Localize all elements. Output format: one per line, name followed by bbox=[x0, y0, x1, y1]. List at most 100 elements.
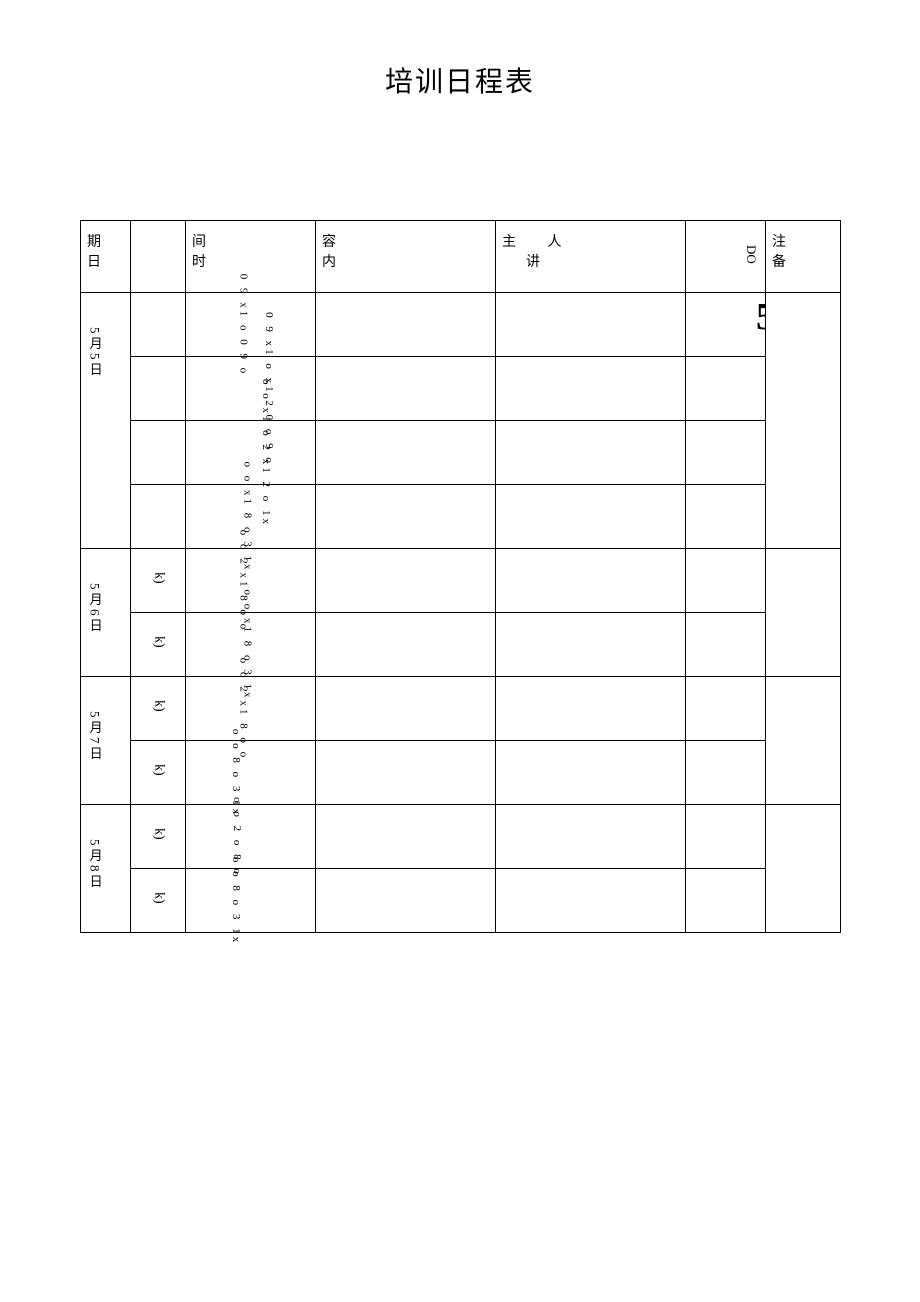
content-cell bbox=[316, 677, 496, 741]
header-note-l2: 备 bbox=[772, 251, 834, 271]
header-date-l1: 期 bbox=[87, 231, 124, 251]
session-text: k) bbox=[150, 636, 167, 648]
table-row: o o x1 o 2 x1 2 o 1x bbox=[81, 421, 841, 485]
time-cell: o o 8 o 3 1x bbox=[186, 869, 316, 933]
header-lecturer-l1: 主 人 bbox=[502, 231, 679, 251]
do-cell bbox=[686, 805, 766, 869]
date-text: 5 月 7 日 bbox=[87, 681, 103, 760]
do-cell bbox=[686, 677, 766, 741]
note-cell bbox=[766, 293, 841, 549]
table-row: 0 9 x1 o x1 2 0 o 9 o bbox=[81, 357, 841, 421]
lecturer-cell bbox=[496, 805, 686, 869]
do-cell bbox=[686, 357, 766, 421]
session-text: k) bbox=[150, 828, 167, 840]
header-do: DO bbox=[686, 221, 766, 293]
table-row: k) o o 8 o 3 1x bbox=[81, 869, 841, 933]
header-row: 期 日 间 时 容 内 主 人 讲 bbox=[81, 221, 841, 293]
table-row: 5 月 8 日k)o o 2 o 8 o bbox=[81, 805, 841, 869]
page-title: 培训日程表 bbox=[80, 60, 840, 100]
content-cell bbox=[316, 421, 496, 485]
date-cell: 5 月 8 日 bbox=[81, 805, 131, 933]
content-cell bbox=[316, 741, 496, 805]
header-session bbox=[131, 221, 186, 293]
date-text: 5 月 8 日 bbox=[87, 809, 103, 888]
session-cell: k) bbox=[131, 677, 186, 741]
table-row: 5 月 5 日0 9 x1 o 0 9 o5 bbox=[81, 293, 841, 357]
content-cell bbox=[316, 549, 496, 613]
time-cell: 0 9 x1 o 0 9 o bbox=[186, 293, 316, 357]
time-cell: o o 2 o 8 o bbox=[186, 805, 316, 869]
lecturer-cell bbox=[496, 357, 686, 421]
header-note-l1: 注 bbox=[772, 231, 834, 251]
do-cell bbox=[686, 549, 766, 613]
header-date: 期 日 bbox=[81, 221, 131, 293]
lecturer-cell bbox=[496, 869, 686, 933]
date-cell: 5 月 5 日 bbox=[81, 293, 131, 549]
table-body: 5 月 5 日 0 9 x1 o 0 9 o 5 0 9 x1 o x1 2 0 o … bbox=[81, 293, 841, 933]
header-do-text: DO bbox=[743, 245, 759, 264]
session-cell bbox=[131, 293, 186, 357]
lecturer-cell bbox=[496, 741, 686, 805]
session-text: k) bbox=[150, 892, 167, 904]
session-cell bbox=[131, 357, 186, 421]
content-cell bbox=[316, 293, 496, 357]
do-cell: 5 bbox=[686, 293, 766, 357]
content-cell bbox=[316, 357, 496, 421]
lecturer-cell bbox=[496, 677, 686, 741]
time-cell: o o 2 x1 8 o o bbox=[186, 677, 316, 741]
session-cell: k) bbox=[131, 869, 186, 933]
watermark-icon: 5 bbox=[756, 298, 766, 336]
header-content-l2: 内 bbox=[322, 251, 489, 271]
date-text: 5 月 5 日 bbox=[87, 297, 103, 376]
session-cell: k) bbox=[131, 549, 186, 613]
header-time-l2: 时 bbox=[192, 251, 309, 271]
session-cell bbox=[131, 421, 186, 485]
do-cell bbox=[686, 485, 766, 549]
do-cell bbox=[686, 869, 766, 933]
time-cell: o o 8 o 3 1x bbox=[186, 741, 316, 805]
table-row: k) o o 8 o 3 1x bbox=[81, 741, 841, 805]
session-cell: k) bbox=[131, 741, 186, 805]
do-cell bbox=[686, 741, 766, 805]
time-cell: o o x1 8 o 3 1x bbox=[186, 613, 316, 677]
table-row: k) o o x1 8 o 3 1x bbox=[81, 613, 841, 677]
content-cell bbox=[316, 485, 496, 549]
session-text: k) bbox=[150, 700, 167, 712]
lecturer-cell bbox=[496, 549, 686, 613]
header-content-l1: 容 bbox=[322, 231, 489, 251]
note-cell bbox=[766, 805, 841, 933]
date-text: 5 月 6 日 bbox=[87, 553, 103, 632]
content-cell bbox=[316, 613, 496, 677]
table-row: 5 月 6 日k)o o 2 x1 8 o o bbox=[81, 549, 841, 613]
session-cell: k) bbox=[131, 613, 186, 677]
note-cell bbox=[766, 549, 841, 677]
header-time: 间 时 bbox=[186, 221, 316, 293]
header-note: 注 备 bbox=[766, 221, 841, 293]
lecturer-cell bbox=[496, 613, 686, 677]
time-text: o o 8 o 3 1x bbox=[230, 857, 242, 945]
session-cell bbox=[131, 485, 186, 549]
header-lecturer-l2: 讲 bbox=[502, 251, 679, 271]
session-text: k) bbox=[150, 764, 167, 776]
header-time-l1: 间 bbox=[192, 231, 309, 251]
note-cell bbox=[766, 677, 841, 805]
content-cell bbox=[316, 805, 496, 869]
header-date-l2: 日 bbox=[87, 251, 124, 271]
header-lecturer: 主 人 讲 bbox=[496, 221, 686, 293]
date-cell: 5 月 6 日 bbox=[81, 549, 131, 677]
session-cell: k) bbox=[131, 805, 186, 869]
lecturer-cell bbox=[496, 293, 686, 357]
lecturer-cell bbox=[496, 421, 686, 485]
schedule-table: 期 日 间 时 容 内 主 人 讲 bbox=[80, 220, 841, 933]
table-row: o o x1 8 o 3 1x bbox=[81, 485, 841, 549]
session-text: k) bbox=[150, 572, 167, 584]
do-cell bbox=[686, 613, 766, 677]
content-cell bbox=[316, 869, 496, 933]
time-cell: 0 9 x1 o x1 2 0 o 9 o bbox=[186, 357, 316, 421]
time-cell: o o x1 8 o 3 1x bbox=[186, 485, 316, 549]
do-cell bbox=[686, 421, 766, 485]
date-cell: 5 月 7 日 bbox=[81, 677, 131, 805]
header-content: 容 内 bbox=[316, 221, 496, 293]
lecturer-cell bbox=[496, 485, 686, 549]
table-row: 5 月 7 日k)o o 2 x1 8 o o bbox=[81, 677, 841, 741]
